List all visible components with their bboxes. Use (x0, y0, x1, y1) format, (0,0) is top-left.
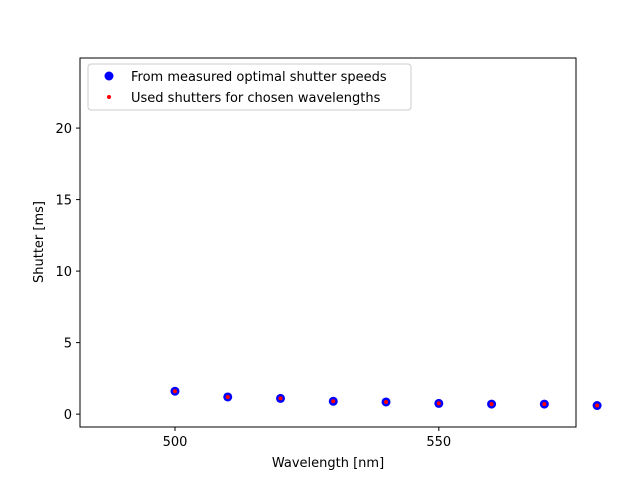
used-point (595, 403, 600, 408)
y-tick-label: 15 (55, 194, 72, 209)
y-tick-label: 0 (64, 408, 72, 423)
y-axis: 0 5 10 15 20 (55, 122, 80, 423)
used-point (542, 402, 547, 407)
plot-frame (79, 57, 577, 428)
x-axis-title: Wavelength [nm] (272, 456, 384, 471)
x-tick-label: 550 (426, 435, 451, 450)
y-axis-title: Shutter [ms] (32, 201, 47, 283)
used-point (384, 399, 389, 404)
used-point (331, 399, 336, 404)
legend-marker-measured (104, 71, 114, 81)
used-point (489, 402, 494, 407)
data-markers (170, 386, 602, 411)
x-tick-label: 500 (163, 435, 188, 450)
x-axis: 500550600650700750800850 (163, 427, 451, 450)
used-point (225, 394, 230, 399)
legend-label-measured: From measured optimal shutter speeds (131, 70, 387, 85)
used-point (172, 389, 177, 394)
y-tick-label: 20 (55, 122, 72, 137)
plot-background (80, 58, 576, 427)
legend: From measured optimal shutter speeds Use… (87, 63, 412, 111)
y-tick-label: 5 (64, 337, 72, 352)
legend-frame (87, 63, 412, 111)
used-point (436, 401, 441, 406)
used-point (278, 396, 283, 401)
legend-marker-used (107, 95, 111, 99)
y-tick-label: 10 (55, 265, 72, 280)
legend-label-used: Used shutters for chosen wavelengths (131, 91, 381, 106)
